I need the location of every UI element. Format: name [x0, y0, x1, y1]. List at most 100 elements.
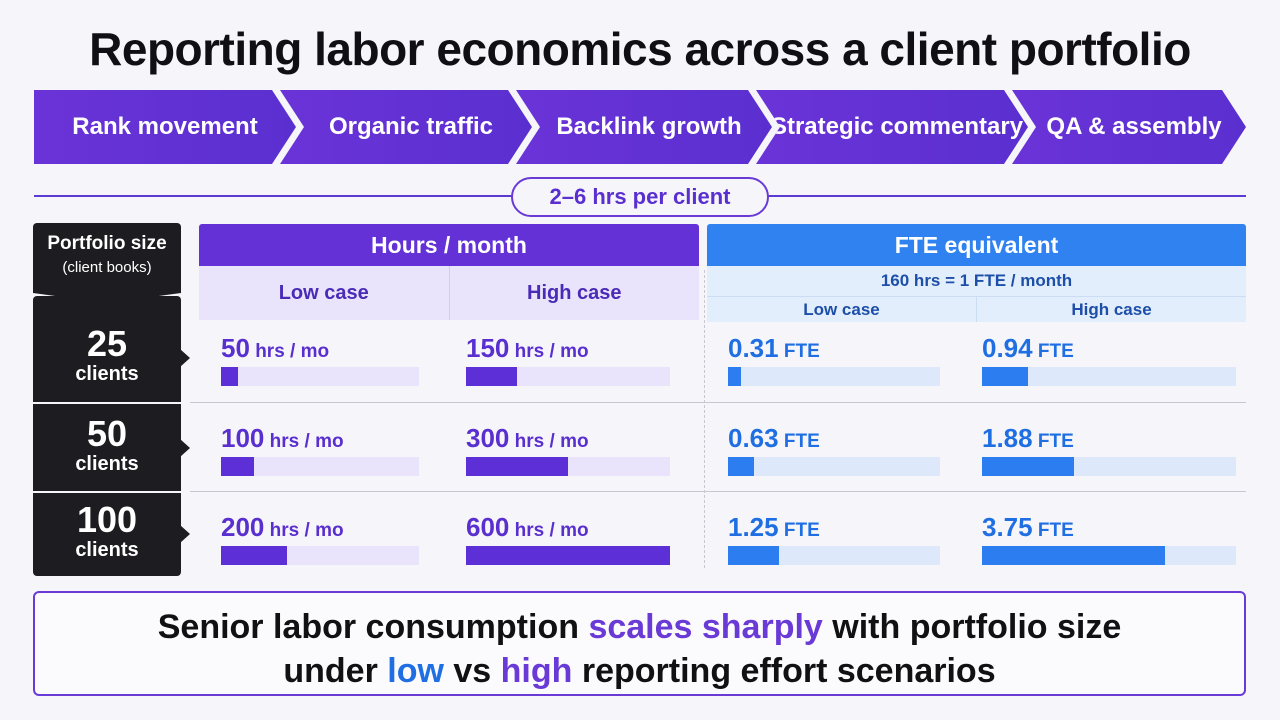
bar-track [466, 457, 670, 476]
hours-high-cell: 300 hrs / mo [466, 423, 670, 476]
value-unit: FTE [778, 431, 820, 452]
value-unit: FTE [1032, 520, 1074, 541]
portfolio-client-count: 50 [86, 412, 128, 454]
value-number: 3.75 [982, 512, 1033, 542]
row-pointer [180, 438, 190, 457]
cell-value: 200 hrs / mo [221, 512, 344, 546]
portfolio-separator [33, 491, 181, 493]
value-number: 50 [221, 333, 250, 363]
hours-low-cell: 50 hrs / mo [221, 333, 419, 386]
row-pointer [180, 349, 190, 367]
summary-highlight: scales sharply [588, 608, 823, 646]
column-divider [704, 270, 705, 568]
portfolio-separator [33, 402, 181, 404]
hours-low-cell: 200 hrs / mo [221, 512, 419, 565]
bar-track [728, 546, 940, 565]
summary-text: with portfolio size [822, 608, 1122, 646]
hours-high-cell: 150 hrs / mo [466, 333, 670, 386]
value-number: 0.63 [728, 423, 779, 453]
fte-low-case-label: Low case [803, 299, 880, 319]
bar-fill [221, 457, 254, 476]
value-unit: hrs / mo [249, 341, 330, 362]
bar-track [982, 546, 1236, 565]
hours-high-case-label: High case [448, 266, 700, 320]
value-number: 0.94 [982, 333, 1033, 363]
fte-high-cell: 3.75 FTE [982, 512, 1236, 565]
bar-track [982, 457, 1236, 476]
fte-low-cell: 1.25 FTE [728, 512, 940, 565]
cell-value: 1.25 FTE [728, 512, 820, 546]
hours-high-cell: 600 hrs / mo [466, 512, 670, 565]
page-title: Reporting labor economics across a clien… [89, 23, 1191, 75]
hours-case-header: Low case High case [199, 266, 699, 320]
step-backlink-growth: Backlink growth [516, 90, 772, 164]
row-separator [190, 402, 1246, 403]
summary-text: reporting effort scenarios [572, 652, 996, 690]
value-unit: FTE [778, 520, 820, 541]
hours-low-cell: 100 hrs / mo [221, 423, 419, 476]
bar-fill [728, 457, 754, 476]
bar-fill [982, 457, 1074, 476]
hours-month-header: Hours / month [199, 224, 699, 266]
fte-low-cell: 0.63 FTE [728, 423, 940, 476]
summary-low-highlight: low [387, 652, 444, 690]
portfolio-size-title: Portfolio size [47, 233, 167, 254]
fte-high-case-label: High case [976, 297, 1246, 322]
value-unit: hrs / mo [509, 520, 589, 541]
cell-value: 600 hrs / mo [466, 512, 589, 546]
portfolio-size-header: Portfolio size (client books) [33, 223, 181, 303]
step-rank-movement: Rank movement [34, 90, 296, 164]
portfolio-client-label: clients [75, 363, 139, 385]
step-label: Organic traffic [328, 113, 494, 140]
portfolio-client-label: clients [75, 539, 139, 561]
value-number: 150 [466, 333, 510, 363]
fte-case-header: Low case High case [707, 296, 1246, 322]
cell-value: 1.88 FTE [982, 423, 1074, 457]
value-number: 600 [466, 512, 510, 542]
step-organic-traffic: Organic traffic [280, 90, 532, 164]
portfolio-size-subtitle: (client books) [62, 259, 152, 276]
step-qa-assembly: QA & assembly [1012, 90, 1246, 164]
fte-low-cell: 0.31 FTE [728, 333, 940, 386]
bar-track [728, 457, 940, 476]
cell-value: 150 hrs / mo [466, 333, 589, 367]
summary-high-highlight: high [500, 652, 573, 690]
value-number: 200 [221, 512, 265, 542]
step-label: QA & assembly [1046, 113, 1222, 140]
bar-fill [466, 457, 568, 476]
summary-text: under [283, 652, 388, 690]
cell-value: 300 hrs / mo [466, 423, 589, 457]
bar-track [466, 546, 670, 565]
value-number: 100 [221, 423, 265, 453]
value-number: 0.31 [728, 333, 779, 363]
bar-track [728, 367, 940, 386]
value-number: 300 [466, 423, 510, 453]
summary-box: Senior labor consumption scales sharply … [33, 591, 1246, 696]
cell-value: 100 hrs / mo [221, 423, 344, 457]
process-steps: Rank movement Organic traffic Backlink g… [34, 90, 1246, 164]
step-label: Strategic commentary [770, 113, 1024, 140]
cell-value: 50 hrs / mo [221, 333, 329, 367]
bar-track [982, 367, 1236, 386]
cell-value: 0.31 FTE [728, 333, 820, 367]
value-unit: FTE [1032, 431, 1074, 452]
value-unit: hrs / mo [509, 341, 589, 362]
step-label: Rank movement [72, 113, 258, 140]
summary-text: Senior labor consumption [157, 608, 589, 646]
time-per-client-pill: 2–6 hrs per client [511, 177, 769, 217]
cell-value: 3.75 FTE [982, 512, 1074, 546]
portfolio-client-count: 100 [76, 499, 138, 540]
bar-fill [466, 546, 670, 565]
bar-fill [221, 546, 287, 565]
fte-high-cell: 1.88 FTE [982, 423, 1236, 476]
value-number: 1.25 [728, 512, 779, 542]
bar-fill [728, 546, 779, 565]
summary-text: vs [443, 652, 501, 690]
value-unit: hrs / mo [509, 431, 589, 452]
bar-fill [466, 367, 517, 386]
value-unit: FTE [1032, 341, 1074, 362]
bar-fill [982, 367, 1028, 386]
hours-low-case-label: Low case [278, 281, 369, 304]
bar-track [221, 367, 419, 386]
fte-conversion-note: 160 hrs = 1 FTE / month [707, 266, 1246, 296]
